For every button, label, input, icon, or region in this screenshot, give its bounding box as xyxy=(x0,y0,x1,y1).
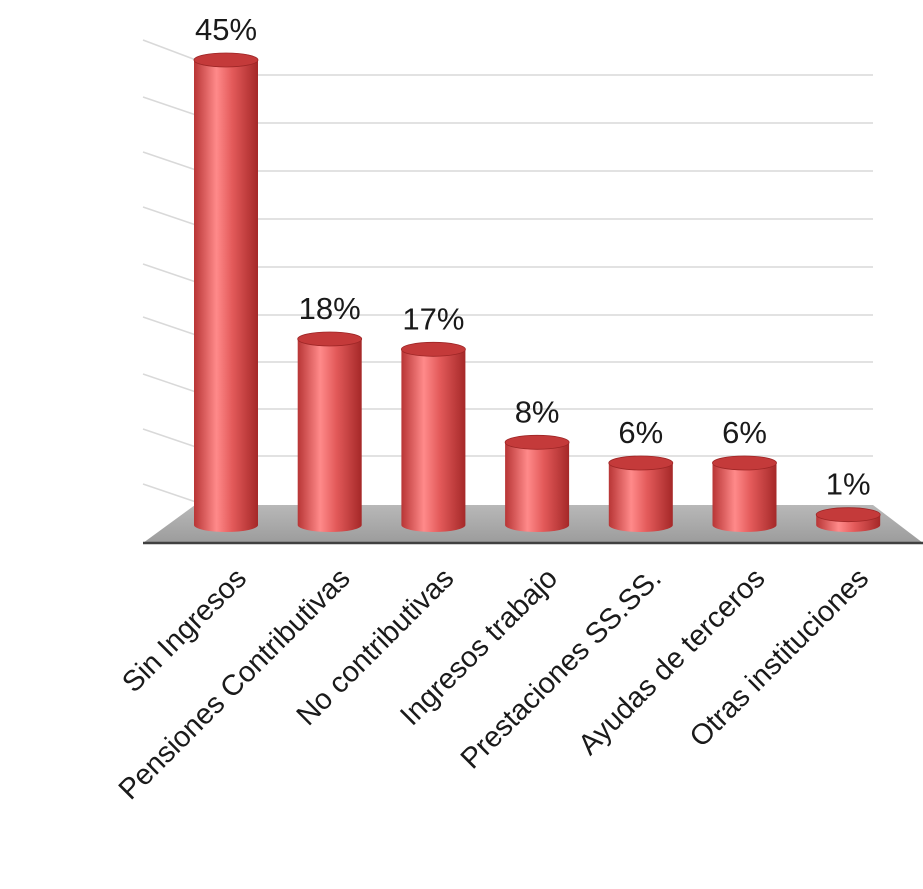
bar-top xyxy=(297,331,363,347)
bar-top xyxy=(608,455,674,471)
data-label: 8% xyxy=(515,394,560,429)
x-tick-label: Otras instituciones xyxy=(684,562,875,753)
x-tick-label: Ayudas de terceros xyxy=(573,562,772,761)
bar xyxy=(400,341,466,532)
bar xyxy=(193,52,259,532)
data-labels: 45% 18% 17% 8% 6% 6% 1% xyxy=(195,12,871,502)
bar-top xyxy=(815,507,881,523)
data-label: 6% xyxy=(618,415,663,450)
bar-body xyxy=(608,463,673,532)
side-gridline xyxy=(142,151,197,171)
side-gridline xyxy=(142,96,197,116)
bar-top xyxy=(712,455,777,471)
bar-body xyxy=(297,339,362,532)
bar-body xyxy=(194,60,258,532)
side-gridline xyxy=(142,39,197,61)
bar-top xyxy=(193,52,259,68)
data-label: 18% xyxy=(299,291,361,326)
bar xyxy=(815,507,881,532)
bar-top xyxy=(400,341,466,357)
side-gridline xyxy=(142,263,197,283)
data-label: 45% xyxy=(195,12,257,47)
data-label: 1% xyxy=(826,467,871,502)
bar xyxy=(712,455,777,532)
bar-body xyxy=(505,442,570,532)
side-gridline xyxy=(142,428,197,448)
x-tick-label: Prestaciones SS.SS. xyxy=(455,562,668,775)
side-gridline xyxy=(142,483,197,503)
side-gridline xyxy=(142,206,197,226)
bar xyxy=(504,434,570,532)
bar-body xyxy=(401,349,466,532)
bar xyxy=(608,455,674,532)
bar-top xyxy=(504,434,570,450)
side-gridline xyxy=(142,316,197,336)
side-gridline xyxy=(142,373,197,393)
data-label: 17% xyxy=(402,301,464,336)
data-label: 6% xyxy=(722,415,767,450)
bar-series xyxy=(193,52,881,532)
bar xyxy=(297,331,363,532)
bar-body xyxy=(712,463,777,532)
